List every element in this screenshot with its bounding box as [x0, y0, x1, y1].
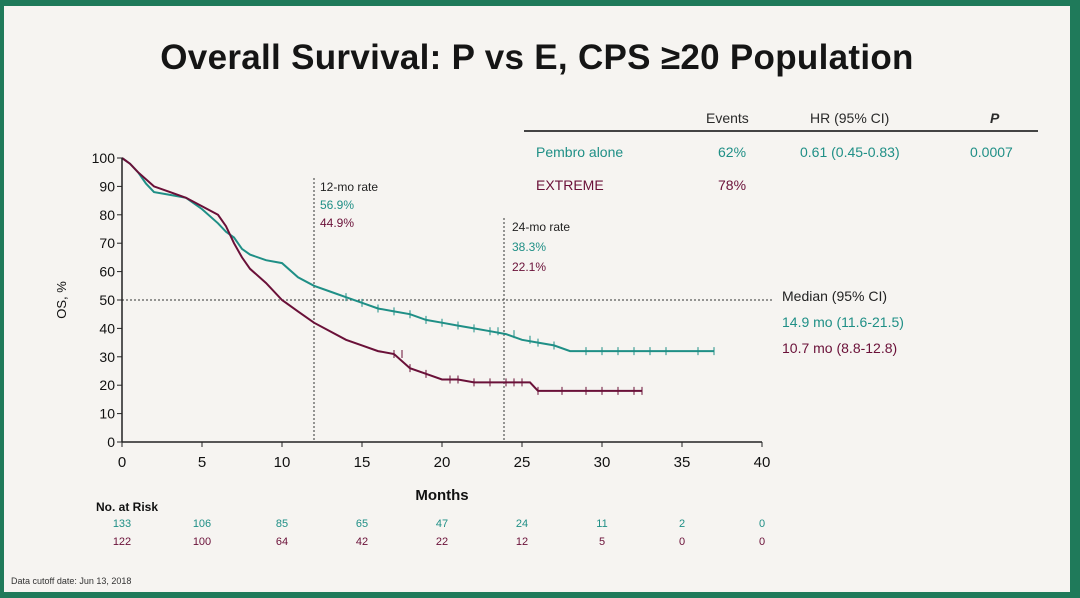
- censor-marks: [345, 293, 715, 395]
- rate24-extreme: 22.1%: [512, 260, 547, 274]
- data-cutoff-note: Data cutoff date: Jun 13, 2018: [11, 576, 132, 586]
- risk-table-title: No. at Risk: [96, 500, 159, 514]
- y-tick-label-60: 60: [99, 264, 115, 280]
- x-tick-label-35: 35: [674, 454, 691, 471]
- risk-extreme-7: 0: [678, 536, 686, 548]
- x-tick-label-20: 20: [434, 454, 451, 471]
- risk-pembro-2: 85: [275, 518, 289, 530]
- risk-extreme-2: 64: [275, 536, 289, 548]
- median-label: Median (95% CI): [782, 288, 888, 304]
- risk-pembro-8: 0: [758, 518, 766, 530]
- y-tick-label-90: 90: [99, 178, 115, 194]
- pembro-events: 62%: [718, 144, 747, 160]
- median-extreme: 10.7 mo (8.8-12.8): [782, 340, 898, 356]
- y-tick-label-0: 0: [107, 434, 115, 450]
- risk-extreme-3: 42: [355, 536, 369, 548]
- series-line-pembro: [121, 157, 714, 353]
- series-line-extreme: [121, 157, 642, 392]
- hr-header: HR (95% CI): [810, 110, 890, 126]
- y-ticks: 0 10 20 30 40 50 60 70 80 90 100: [92, 150, 122, 450]
- risk-pembro-4: 47: [435, 518, 449, 530]
- y-tick-label-80: 80: [99, 207, 115, 223]
- pembro-hr: 0.61 (0.45-0.83): [800, 144, 900, 160]
- x-tick-label-30: 30: [594, 454, 611, 471]
- rate12-label: 12-mo rate: [320, 180, 379, 194]
- x-tick-label-0: 0: [118, 454, 126, 471]
- y-axis-label: OS, %: [54, 281, 69, 319]
- risk-extreme-1: 100: [192, 536, 212, 548]
- table-divider: [524, 130, 1038, 132]
- risk-pembro-7: 2: [678, 518, 686, 530]
- y-tick-label-20: 20: [99, 377, 115, 393]
- x-tick-label-5: 5: [198, 454, 206, 471]
- x-tick-label-40: 40: [754, 454, 771, 471]
- risk-pembro-3: 65: [355, 518, 369, 530]
- page-title: Overall Survival: P vs E, CPS ≥20 Popula…: [160, 38, 914, 77]
- rate24-label: 24-mo rate: [512, 220, 571, 234]
- rate12-pembro: 56.9%: [320, 198, 355, 212]
- risk-pembro-1: 106: [192, 518, 212, 530]
- rate12-extreme: 44.9%: [320, 216, 355, 230]
- events-header: Events: [706, 110, 749, 126]
- y-tick-label-70: 70: [99, 235, 115, 251]
- risk-pembro-6: 11: [596, 518, 608, 530]
- y-tick-label-10: 10: [99, 406, 115, 422]
- risk-extreme-5: 12: [515, 536, 529, 548]
- pembro-p: 0.0007: [970, 144, 1013, 160]
- x-ticks: 0 5 10 15 20 25 30 35 40: [118, 442, 771, 471]
- risk-pembro-0: 133: [112, 518, 132, 530]
- pembro-arm-label: Pembro alone: [536, 144, 624, 160]
- rate24-pembro: 38.3%: [512, 240, 547, 254]
- risk-extreme-4: 22: [435, 536, 449, 548]
- extreme-arm-label: EXTREME: [536, 177, 604, 193]
- x-axis-label: Months: [415, 487, 468, 504]
- risk-extreme-8: 0: [758, 536, 766, 548]
- slide: Overall Survival: P vs E, CPS ≥20 Popula…: [4, 6, 1070, 592]
- risk-pembro-5: 24: [515, 518, 529, 530]
- risk-extreme-0: 122: [112, 536, 132, 548]
- y-tick-label-40: 40: [99, 320, 115, 336]
- extreme-events: 78%: [718, 177, 747, 193]
- y-tick-label-50: 50: [99, 292, 115, 308]
- median-pembro: 14.9 mo (11.6-21.5): [782, 314, 904, 330]
- x-tick-label-25: 25: [514, 454, 531, 471]
- y-tick-label-30: 30: [99, 349, 115, 365]
- x-tick-label-10: 10: [274, 454, 291, 471]
- x-tick-label-15: 15: [354, 454, 371, 471]
- y-tick-label-100: 100: [92, 150, 116, 166]
- risk-extreme-6: 5: [598, 536, 606, 548]
- p-header: P: [990, 110, 1000, 126]
